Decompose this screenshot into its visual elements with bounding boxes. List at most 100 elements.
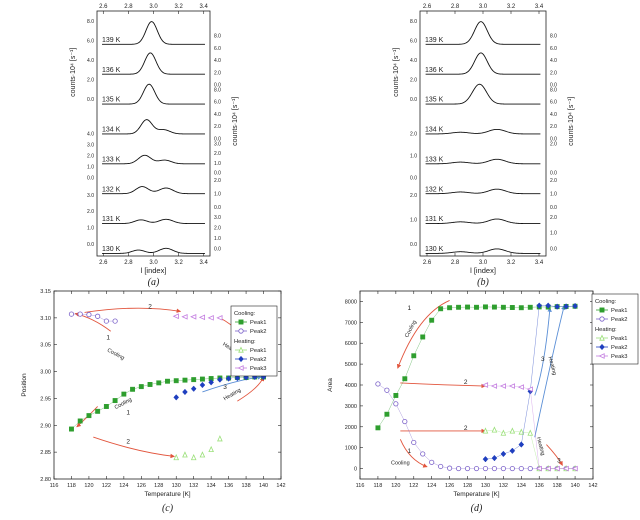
temperature-label: 132 K xyxy=(425,186,444,193)
y-tick-label-right: 8.0 xyxy=(214,34,221,40)
x-tick-label-bottom: 3.4 xyxy=(200,260,209,266)
x-tick-label: 142 xyxy=(588,483,597,489)
y-tick-label-left: 6.0 xyxy=(87,38,94,44)
x-tick-label: 134 xyxy=(207,483,216,489)
data-point xyxy=(464,465,471,472)
x-tick-label-bottom: 3.0 xyxy=(479,260,488,266)
y-tick-label: 3.05 xyxy=(40,343,51,349)
trend-arrow xyxy=(399,439,428,468)
y-tick-label-left: 0.0 xyxy=(87,97,94,103)
spectrum-curve xyxy=(425,83,541,105)
x-tick-label: 134 xyxy=(517,483,526,489)
data-point xyxy=(509,447,516,454)
series-line xyxy=(71,376,264,430)
y-tick-label-right: 0.0 xyxy=(214,83,221,89)
spectrum-curve xyxy=(425,248,541,254)
data-point xyxy=(429,459,435,465)
x-tick-label: 116 xyxy=(356,483,365,489)
data-point xyxy=(77,418,83,424)
data-point xyxy=(95,313,101,319)
legend-item: Peak1 xyxy=(250,320,266,326)
data-point xyxy=(491,304,497,310)
trend-arrow xyxy=(534,307,552,396)
y-tick-label-left: 2.0 xyxy=(410,78,417,84)
x-tick-label: 120 xyxy=(391,483,400,489)
temperature-label: 139 K xyxy=(425,37,444,44)
data-point xyxy=(181,313,188,320)
x-axis-title: Temperature [K] xyxy=(144,491,190,498)
trend-arrow xyxy=(84,307,182,313)
y-tick-label-right: 4.0 xyxy=(214,112,221,118)
legend-item: Peak2 xyxy=(250,357,266,363)
x-tick-label-top: 3.2 xyxy=(507,4,516,10)
y-tick-label-right: 8.0 xyxy=(550,87,557,93)
y-tick-label-left: 4.0 xyxy=(410,58,417,64)
y-tick-label: 2000 xyxy=(345,425,357,431)
x-tick-label: 128 xyxy=(463,483,472,489)
trend-arrow xyxy=(546,444,563,466)
temperature-label: 139 K xyxy=(102,37,121,44)
data-point xyxy=(456,304,462,310)
x-tick-label: 136 xyxy=(535,483,544,489)
y-tick-label-left: 2.0 xyxy=(87,78,94,84)
y-tick-label-right: 4.0 xyxy=(214,58,221,64)
y-tick-label-left: 0.0 xyxy=(87,242,94,248)
trend-arrow xyxy=(400,382,486,389)
panel-label: (d) xyxy=(471,503,483,514)
data-point xyxy=(420,451,426,457)
x-tick-label-top: 3.2 xyxy=(174,4,183,10)
data-point xyxy=(393,401,399,407)
legend-item: Peak3 xyxy=(250,366,266,372)
y-tick-label: 0 xyxy=(354,467,357,473)
legend-item: Peak3 xyxy=(611,354,627,360)
x-tick-label: 140 xyxy=(259,483,268,489)
data-point xyxy=(173,453,180,461)
data-point xyxy=(455,465,462,472)
y-tick-label-right: 2.0 xyxy=(550,70,557,76)
annotation: 2 xyxy=(464,425,468,432)
data-point xyxy=(182,451,188,458)
data-point xyxy=(172,313,179,320)
plot-frame xyxy=(53,290,282,480)
y-tick-label-right: 4.0 xyxy=(550,58,557,64)
y-tick-label-right: 2.0 xyxy=(214,225,221,231)
y-tick-label-right: 0.0 xyxy=(550,83,557,89)
data-point xyxy=(238,355,244,363)
legend-item: Peak1 xyxy=(611,308,627,314)
y-tick-label-right: 6.0 xyxy=(214,100,221,106)
x-tick-label: 120 xyxy=(84,483,93,489)
trend-arrow xyxy=(202,375,263,393)
data-point xyxy=(375,381,381,387)
data-point xyxy=(238,328,244,334)
x-tick-label: 130 xyxy=(172,483,181,489)
y-axis-title-left: counts·10⁴ [s⁻¹] xyxy=(393,48,400,97)
data-point xyxy=(483,304,488,310)
series-heating-peak3 xyxy=(481,382,578,472)
series-heating-peak3 xyxy=(172,313,223,321)
data-point xyxy=(526,386,533,393)
x-tick-label-top: 3.0 xyxy=(479,4,488,10)
annotation: Heating xyxy=(546,356,557,376)
data-point xyxy=(411,439,417,446)
data-point xyxy=(599,343,605,351)
data-point xyxy=(237,365,244,371)
y-tick-label-right: 0.0 xyxy=(214,205,221,211)
x-tick-label-bottom: 2.6 xyxy=(99,260,108,266)
series-heating-peak1 xyxy=(173,435,223,461)
x-tick-label: 138 xyxy=(241,483,250,489)
temperature-label: 133 K xyxy=(425,156,444,163)
y-tick-label-right: 0.0 xyxy=(550,136,557,142)
data-point xyxy=(465,304,470,310)
x-tick-label-bottom: 2.8 xyxy=(124,260,133,266)
data-point xyxy=(199,381,206,389)
data-point xyxy=(482,465,489,472)
y-tick-label: 8000 xyxy=(345,299,357,305)
data-point xyxy=(509,305,515,310)
y-axis-title: Position xyxy=(21,373,28,397)
annotation: Cooling xyxy=(391,460,410,466)
data-point xyxy=(95,408,101,414)
spectrum-curve xyxy=(102,218,205,225)
annotation: Cooling xyxy=(404,320,418,339)
legend: Cooling: Peak1 Peak2 Heating: Peak1 Peak2 Peak… xyxy=(591,293,639,365)
data-point xyxy=(86,413,92,419)
